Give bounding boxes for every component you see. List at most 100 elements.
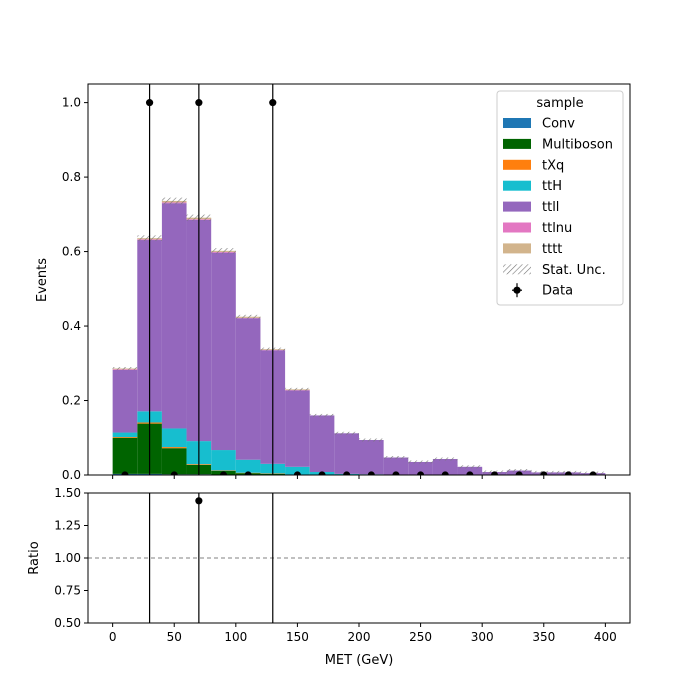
legend-label-data: Data	[542, 284, 573, 299]
stat-unc-bin-10	[359, 438, 384, 442]
data-point-1	[145, 99, 154, 107]
data-point-8	[318, 471, 326, 475]
legend-entry-tttt: tttt	[503, 242, 562, 257]
data-point-6	[269, 99, 277, 107]
legend-entry-ttlnu: ttlnu	[503, 221, 572, 236]
bar-ttll-bin-12	[408, 461, 433, 475]
data-point-4	[219, 471, 228, 475]
data-point-5	[244, 471, 252, 475]
x-tick-label-3: 150	[286, 630, 309, 644]
bar-ttll-bin-2	[161, 203, 187, 429]
main-y-tick-label-2: 0.4	[62, 319, 81, 333]
bar-multiboson-bin-0	[112, 437, 138, 474]
bar-ttll-bin-10	[359, 439, 384, 475]
data-point-7	[293, 471, 302, 475]
legend-swatch-tth	[503, 180, 531, 191]
x-tick-label-6: 300	[471, 630, 494, 644]
main-y-tick-label-0: 0.0	[62, 468, 81, 482]
ratio-content	[88, 493, 630, 623]
data-point-9	[343, 471, 351, 475]
bar-tth-bin-0	[112, 432, 138, 438]
ratio-plot-background	[88, 493, 630, 623]
bar-tth-bin-4	[211, 450, 236, 471]
legend-swatch-stat-unc	[503, 264, 531, 275]
data-point-2	[170, 471, 178, 475]
main-y-tick-label-3: 0.6	[62, 245, 81, 259]
legend: sample Conv Multiboson tXq ttH ttll ttlnu tttt…	[496, 90, 624, 306]
data-point-17	[540, 471, 548, 475]
bar-ttll-bin-8	[309, 415, 335, 473]
bar-ttll-bin-4	[211, 252, 236, 451]
bar-ttll-bin-0	[112, 369, 138, 433]
legend-entries: Conv Multiboson tXq ttH ttll ttlnu tttt Stat. U…	[503, 117, 613, 299]
y-axis-label-events: Events	[35, 258, 50, 302]
bar-tth-bin-2	[161, 428, 187, 448]
bar-multiboson-bin-2	[161, 448, 187, 475]
legend-swatch-multiboson	[503, 138, 531, 149]
ratio-point-0	[195, 497, 203, 505]
ratio-y-tick-label-1: 0.75	[54, 584, 81, 598]
legend-label-conv: Conv	[542, 117, 575, 132]
ratio-y-tick-label-4: 1.50	[54, 486, 81, 500]
x-tick-label-5: 250	[409, 630, 432, 644]
bar-ttll-bin-5	[235, 318, 261, 460]
y-axis-label-ratio: Ratio	[27, 541, 42, 574]
bar-ttll-bin-14	[457, 466, 483, 475]
stat-unc-bin-7	[285, 387, 310, 391]
data-point-3	[195, 99, 203, 107]
legend-entry-ttll: ttll	[503, 200, 559, 215]
legend-swatch-tttt	[503, 243, 531, 254]
x-axis-label: MET (GeV)	[325, 653, 394, 668]
ratio-y-tick-label-0: 0.50	[54, 616, 81, 630]
legend-entry-multiboson: Multiboson	[503, 137, 613, 152]
stat-unc-bin-2	[161, 197, 187, 205]
ratio-x-axis: 0 50 100 150 200 250 300 350 400	[109, 623, 617, 644]
legend-label-ttlnu: ttlnu	[542, 221, 572, 236]
x-tick-label-8: 400	[594, 630, 617, 644]
legend-data-marker	[513, 286, 521, 294]
legend-title: sample	[536, 96, 583, 111]
main-y-tick-label-1: 0.2	[62, 394, 81, 408]
stat-unc-bin-13	[432, 457, 458, 461]
stat-unc-bin-8	[309, 413, 335, 417]
ratio-y-tick-label-3: 1.25	[54, 519, 81, 533]
data-point-0	[121, 471, 129, 475]
legend-entry-tth: ttH	[503, 179, 562, 194]
x-tick-label-4: 200	[348, 630, 371, 644]
legend-entry-stat-unc: Stat. Unc.	[503, 263, 606, 278]
stat-unc-bin-14	[457, 465, 483, 469]
main-y-axis: 0.0 0.2 0.4 0.6 0.8 1.0	[62, 96, 88, 482]
ratio-y-tick-label-2: 1.00	[54, 551, 81, 565]
legend-entry-conv: Conv	[503, 117, 575, 132]
bar-tth-bin-5	[235, 459, 261, 473]
bar-ttll-bin-7	[285, 390, 310, 467]
data-point-15	[490, 471, 499, 475]
legend-label-txq: tXq	[542, 158, 564, 173]
main-y-tick-label-4: 0.8	[62, 170, 81, 184]
x-tick-label-2: 100	[224, 630, 247, 644]
bar-txq-bin-2	[161, 447, 187, 449]
data-point-16	[515, 471, 523, 475]
data-points	[121, 84, 597, 475]
data-point-19	[589, 471, 597, 475]
data-point-18	[564, 471, 573, 475]
legend-label-ttll: ttll	[542, 200, 559, 215]
main-x-ticks	[112, 475, 606, 479]
bar-ttll-bin-9	[334, 433, 359, 474]
legend-label-tttt: tttt	[542, 242, 562, 257]
bar-ttll-bin-11	[383, 457, 409, 475]
legend-entry-txq: tXq	[503, 158, 564, 173]
legend-label-stat-unc: Stat. Unc.	[542, 263, 606, 278]
stat-unc-bin-9	[334, 431, 359, 435]
bar-tth-bin-7	[285, 466, 310, 475]
bar-ttll-bin-13	[432, 458, 458, 475]
stat-unc-bin-16	[506, 469, 532, 473]
stat-unc-bin-4	[211, 248, 236, 254]
stat-unc-bin-12	[408, 460, 433, 464]
x-tick-label-7: 350	[532, 630, 555, 644]
data-point-10	[367, 471, 375, 475]
legend-label-tth: ttH	[542, 179, 562, 194]
x-tick-label-0: 0	[109, 630, 117, 644]
legend-label-multiboson: Multiboson	[542, 137, 613, 152]
